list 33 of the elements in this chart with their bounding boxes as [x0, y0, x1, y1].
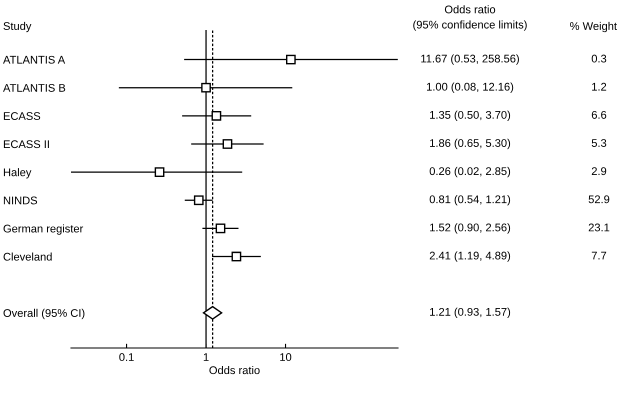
- y-axis-title: Study: [4, 22, 32, 32]
- y-tick-label: ATLANTIS B: [3, 84, 66, 92]
- text: 11.67 (0.53, 258.56): [421, 54, 519, 65]
- text: 23.1: [588, 224, 610, 232]
- text: 0.3: [592, 54, 606, 63]
- y-tick-label: ECASS: [4, 112, 40, 120]
- text: 1.35 (0.50, 3.70): [430, 110, 510, 122]
- y-tick-label: Overall (95% CI): [4, 308, 84, 320]
- text: 52.9: [588, 195, 610, 204]
- text: Odds ratio (95% confidence limits): [413, 5, 527, 31]
- text: 1.52 (0.90, 2.56): [430, 223, 510, 234]
- text: 7.7: [592, 252, 606, 260]
- text: 1.86 (0.65, 5.30): [430, 138, 510, 150]
- text: 0.26 (0.02, 2.85): [430, 166, 510, 178]
- text: 1.21 (0.93, 1.57): [430, 308, 510, 318]
- text: 1.2: [592, 82, 606, 91]
- text: 1.00 (0.08, 12.16): [426, 82, 514, 93]
- text: 2.41 (1.19, 4.89): [430, 251, 510, 262]
- y-tick-label: ECASS II: [4, 140, 49, 148]
- y-tick-label: German register: [4, 224, 84, 235]
- x-tick-label: 10: [280, 353, 292, 362]
- x-tick-label: 1: [204, 353, 209, 361]
- text: % Weight: [570, 22, 617, 32]
- x-axis-title: Odds ratio: [209, 366, 260, 374]
- y-tick-label: Haley: [4, 168, 32, 178]
- text: 0.81 (0.54, 1.21): [430, 195, 510, 206]
- text: 2.9: [592, 167, 606, 176]
- y-tick-label: NINDS: [4, 196, 38, 204]
- y-tick-label: ATLANTIS A: [3, 56, 66, 64]
- text: 6.6: [592, 110, 606, 119]
- y-tick-label: Cleveland: [4, 252, 52, 261]
- x-tick-label: 0.1: [119, 353, 134, 362]
- text: 5.3: [592, 139, 606, 147]
